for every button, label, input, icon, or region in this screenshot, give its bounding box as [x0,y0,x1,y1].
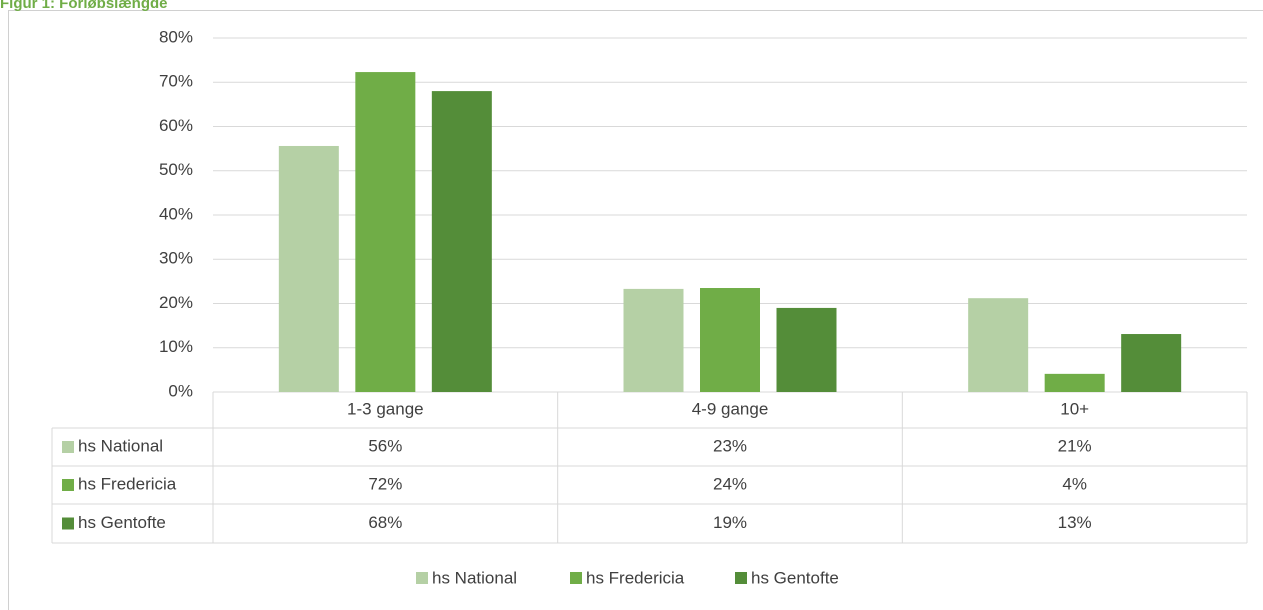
bar [1121,334,1182,392]
bar [776,307,837,392]
y-tick-label: 40% [159,204,193,223]
y-tick-label: 0% [168,381,193,400]
legend-key [416,572,428,584]
y-tick-label: 30% [159,249,193,268]
table-row-label: hs Fredericia [78,474,177,493]
table-legend-key [62,479,74,491]
bar [700,288,760,392]
table-cell: 13% [1058,513,1092,532]
table-legend-key [62,441,74,453]
y-tick-label: 50% [159,160,193,179]
table-cell: 56% [368,436,402,455]
bar [355,72,416,392]
y-tick-label: 20% [159,293,193,312]
table-cell: 68% [368,513,402,532]
legend-label: hs Fredericia [586,568,685,587]
x-tick-label: 4-9 gange [692,399,769,418]
table-cell: 24% [713,474,747,493]
legend-label: hs National [432,568,517,587]
bar [968,298,1029,392]
x-tick-label: 10+ [1060,399,1089,418]
bar [431,91,492,392]
legend-key [735,572,747,584]
table-row-label: hs National [78,436,163,455]
table-cell: 23% [713,436,747,455]
y-tick-label: 60% [159,116,193,135]
bar [623,288,684,392]
y-tick-label: 70% [159,72,193,91]
bar [1044,373,1105,392]
table-cell: 19% [713,513,747,532]
table-cell: 4% [1062,474,1087,493]
y-tick-label: 80% [159,27,193,46]
bar [278,145,339,392]
chart-title: Figur 1: Forløbslængde [0,0,168,12]
x-tick-label: 1-3 gange [347,399,424,418]
legend-key [570,572,582,584]
table-legend-key [62,517,74,530]
table-cell: 72% [368,474,402,493]
chart-frame [8,10,1263,610]
legend-label: hs Gentofte [751,568,839,587]
y-tick-label: 10% [159,337,193,356]
table-row-label: hs Gentofte [78,513,166,532]
table-cell: 21% [1058,436,1092,455]
